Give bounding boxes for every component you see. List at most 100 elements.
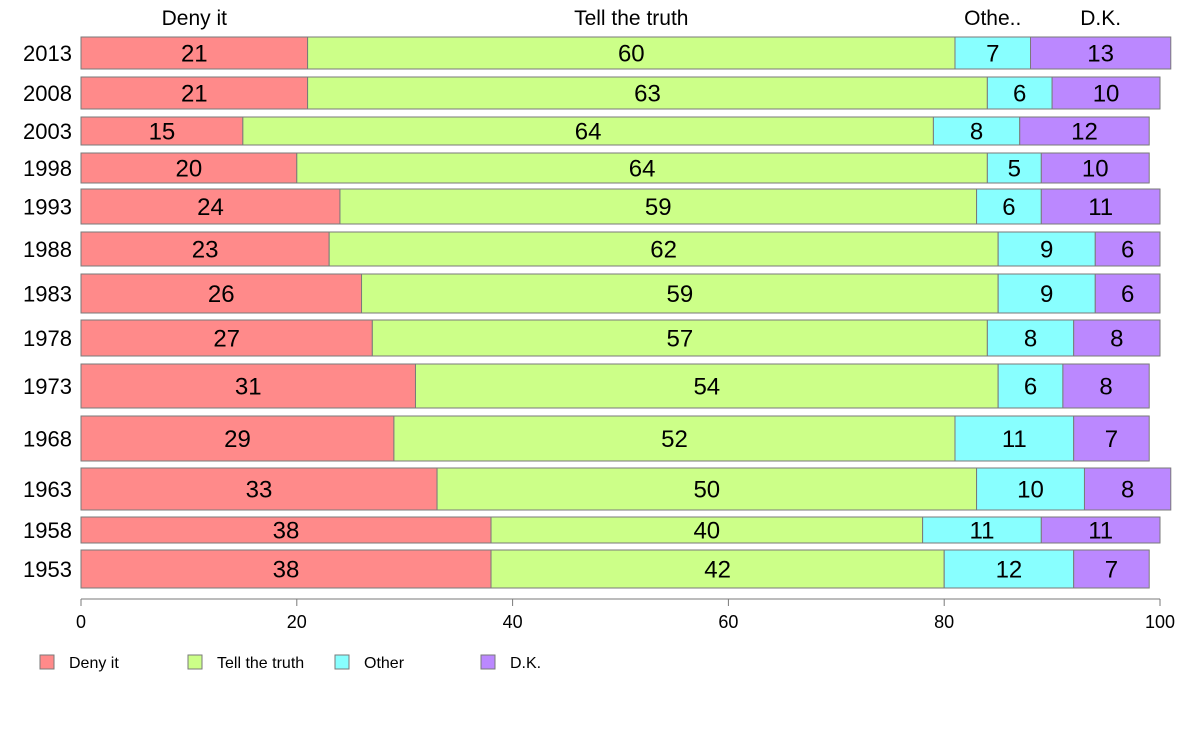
bar-row-2003: 2003 15 64 8 12 — [23, 116, 1150, 146]
bar-segment-other — [986, 76, 1053, 110]
bar-row-1953: 1953 38 42 12 7 — [23, 549, 1150, 589]
data-label: 38 — [273, 518, 300, 545]
category-label: 1973 — [23, 374, 72, 399]
bar-segment-d-k- — [1040, 188, 1161, 225]
bar-segment-tell-the-truth — [414, 363, 999, 409]
category-label: 1978 — [23, 326, 72, 351]
bar-segment-tell-the-truth — [296, 152, 988, 184]
bar-segment-deny-it — [80, 319, 373, 357]
legend-label: Other — [364, 655, 405, 672]
legend-swatch — [187, 654, 203, 670]
data-label: 60 — [618, 41, 645, 68]
bar-segment-tell-the-truth — [490, 516, 924, 544]
bar-segment-d-k- — [1094, 273, 1161, 314]
category-label: 1963 — [23, 477, 72, 502]
x-tick-label: 20 — [287, 612, 307, 632]
bars-area: 2013 21 60 7 13 2008 21 63 6 10 2003 15 64 8 12 1998 20 6… — [23, 36, 1172, 589]
data-label: 13 — [1087, 41, 1114, 68]
data-label: 9 — [1040, 237, 1053, 264]
data-label: 50 — [693, 477, 720, 504]
bar-row-1958: 1958 38 40 11 11 — [23, 516, 1161, 545]
data-label: 21 — [181, 41, 208, 68]
category-label: 2013 — [23, 41, 72, 66]
data-label: 6 — [1024, 374, 1037, 401]
data-label: 59 — [645, 194, 672, 221]
bar-segment-tell-the-truth — [307, 36, 956, 70]
category-label: 1993 — [23, 195, 72, 220]
data-label: 29 — [224, 426, 251, 453]
data-label: 7 — [986, 41, 999, 68]
data-label: 40 — [693, 518, 720, 545]
data-label: 62 — [650, 237, 677, 264]
data-label: 15 — [149, 119, 176, 146]
x-axis: 0 20 40 60 80 100 — [76, 598, 1175, 632]
column-header-2: Othe.. — [964, 7, 1021, 30]
data-label: 26 — [208, 281, 235, 308]
bar-row-1973: 1973 31 54 6 8 — [23, 363, 1150, 409]
data-label: 57 — [666, 326, 693, 353]
bar-row-1998: 1998 20 64 5 10 — [23, 152, 1150, 184]
x-tick-label: 0 — [76, 612, 86, 632]
bar-segment-d-k- — [1040, 516, 1161, 544]
x-tick-label: 40 — [503, 612, 523, 632]
bar-segment-tell-the-truth — [242, 116, 934, 146]
bar-segment-tell-the-truth — [490, 549, 945, 589]
legend-swatch — [480, 654, 496, 670]
bar-row-1978: 1978 27 57 8 8 — [23, 319, 1161, 357]
bar-segment-deny-it — [80, 231, 330, 267]
bar-segment-tell-the-truth — [328, 231, 999, 267]
data-label: 12 — [996, 557, 1023, 584]
bar-segment-d-k- — [1073, 549, 1150, 589]
legend-label: D.K. — [510, 655, 541, 672]
bar-segment-d-k- — [1040, 152, 1150, 184]
bar-segment-tell-the-truth — [436, 467, 978, 511]
data-label: 42 — [704, 557, 731, 584]
data-label: 11 — [1002, 426, 1027, 453]
bar-segment-other — [997, 363, 1064, 409]
data-label: 8 — [1024, 326, 1037, 353]
legend-item: Deny it — [39, 654, 119, 672]
column-header-1: Tell the truth — [574, 7, 688, 30]
data-label: 7 — [1105, 426, 1118, 453]
data-label: 23 — [192, 237, 219, 264]
data-label: 20 — [176, 156, 203, 183]
bar-row-1968: 1968 29 52 11 7 — [23, 415, 1150, 462]
column-header-0: Deny it — [162, 7, 228, 30]
bar-segment-tell-the-truth — [339, 188, 978, 225]
bar-segment-other — [954, 36, 1032, 70]
data-label: 6 — [1002, 194, 1015, 221]
legend-label: Deny it — [69, 655, 119, 672]
category-label: 2008 — [23, 81, 72, 106]
bar-segment-tell-the-truth — [393, 415, 956, 462]
data-label: 27 — [213, 326, 240, 353]
bar-segment-deny-it — [80, 467, 438, 511]
bar-segment-other — [943, 549, 1075, 589]
legend-swatch — [39, 654, 55, 670]
data-label: 38 — [273, 557, 300, 584]
data-label: 54 — [693, 374, 720, 401]
category-label: 1953 — [23, 557, 72, 582]
bar-row-1993: 1993 24 59 6 11 — [23, 188, 1161, 225]
bar-row-2008: 2008 21 63 6 10 — [23, 76, 1161, 110]
category-label: 1983 — [23, 282, 72, 307]
bar-segment-deny-it — [80, 116, 244, 146]
bar-segment-deny-it — [80, 188, 341, 225]
bar-segment-d-k- — [1030, 36, 1172, 70]
data-label: 6 — [1121, 237, 1134, 264]
bar-segment-other — [997, 231, 1096, 267]
x-tick-label: 60 — [718, 612, 738, 632]
bar-segment-deny-it — [80, 273, 363, 314]
category-label: 2003 — [23, 119, 72, 144]
legend-item: Other — [334, 654, 405, 672]
data-label: 7 — [1105, 557, 1118, 584]
data-label: 11 — [970, 518, 995, 545]
data-label: 5 — [1008, 156, 1021, 183]
bar-segment-deny-it — [80, 36, 309, 70]
data-label: 10 — [1082, 156, 1109, 183]
legend-item: Tell the truth — [187, 654, 304, 672]
category-label: 1988 — [23, 237, 72, 262]
category-label: 1958 — [23, 518, 72, 543]
data-label: 8 — [1099, 374, 1112, 401]
bar-row-1988: 1988 23 62 9 6 — [23, 231, 1161, 267]
